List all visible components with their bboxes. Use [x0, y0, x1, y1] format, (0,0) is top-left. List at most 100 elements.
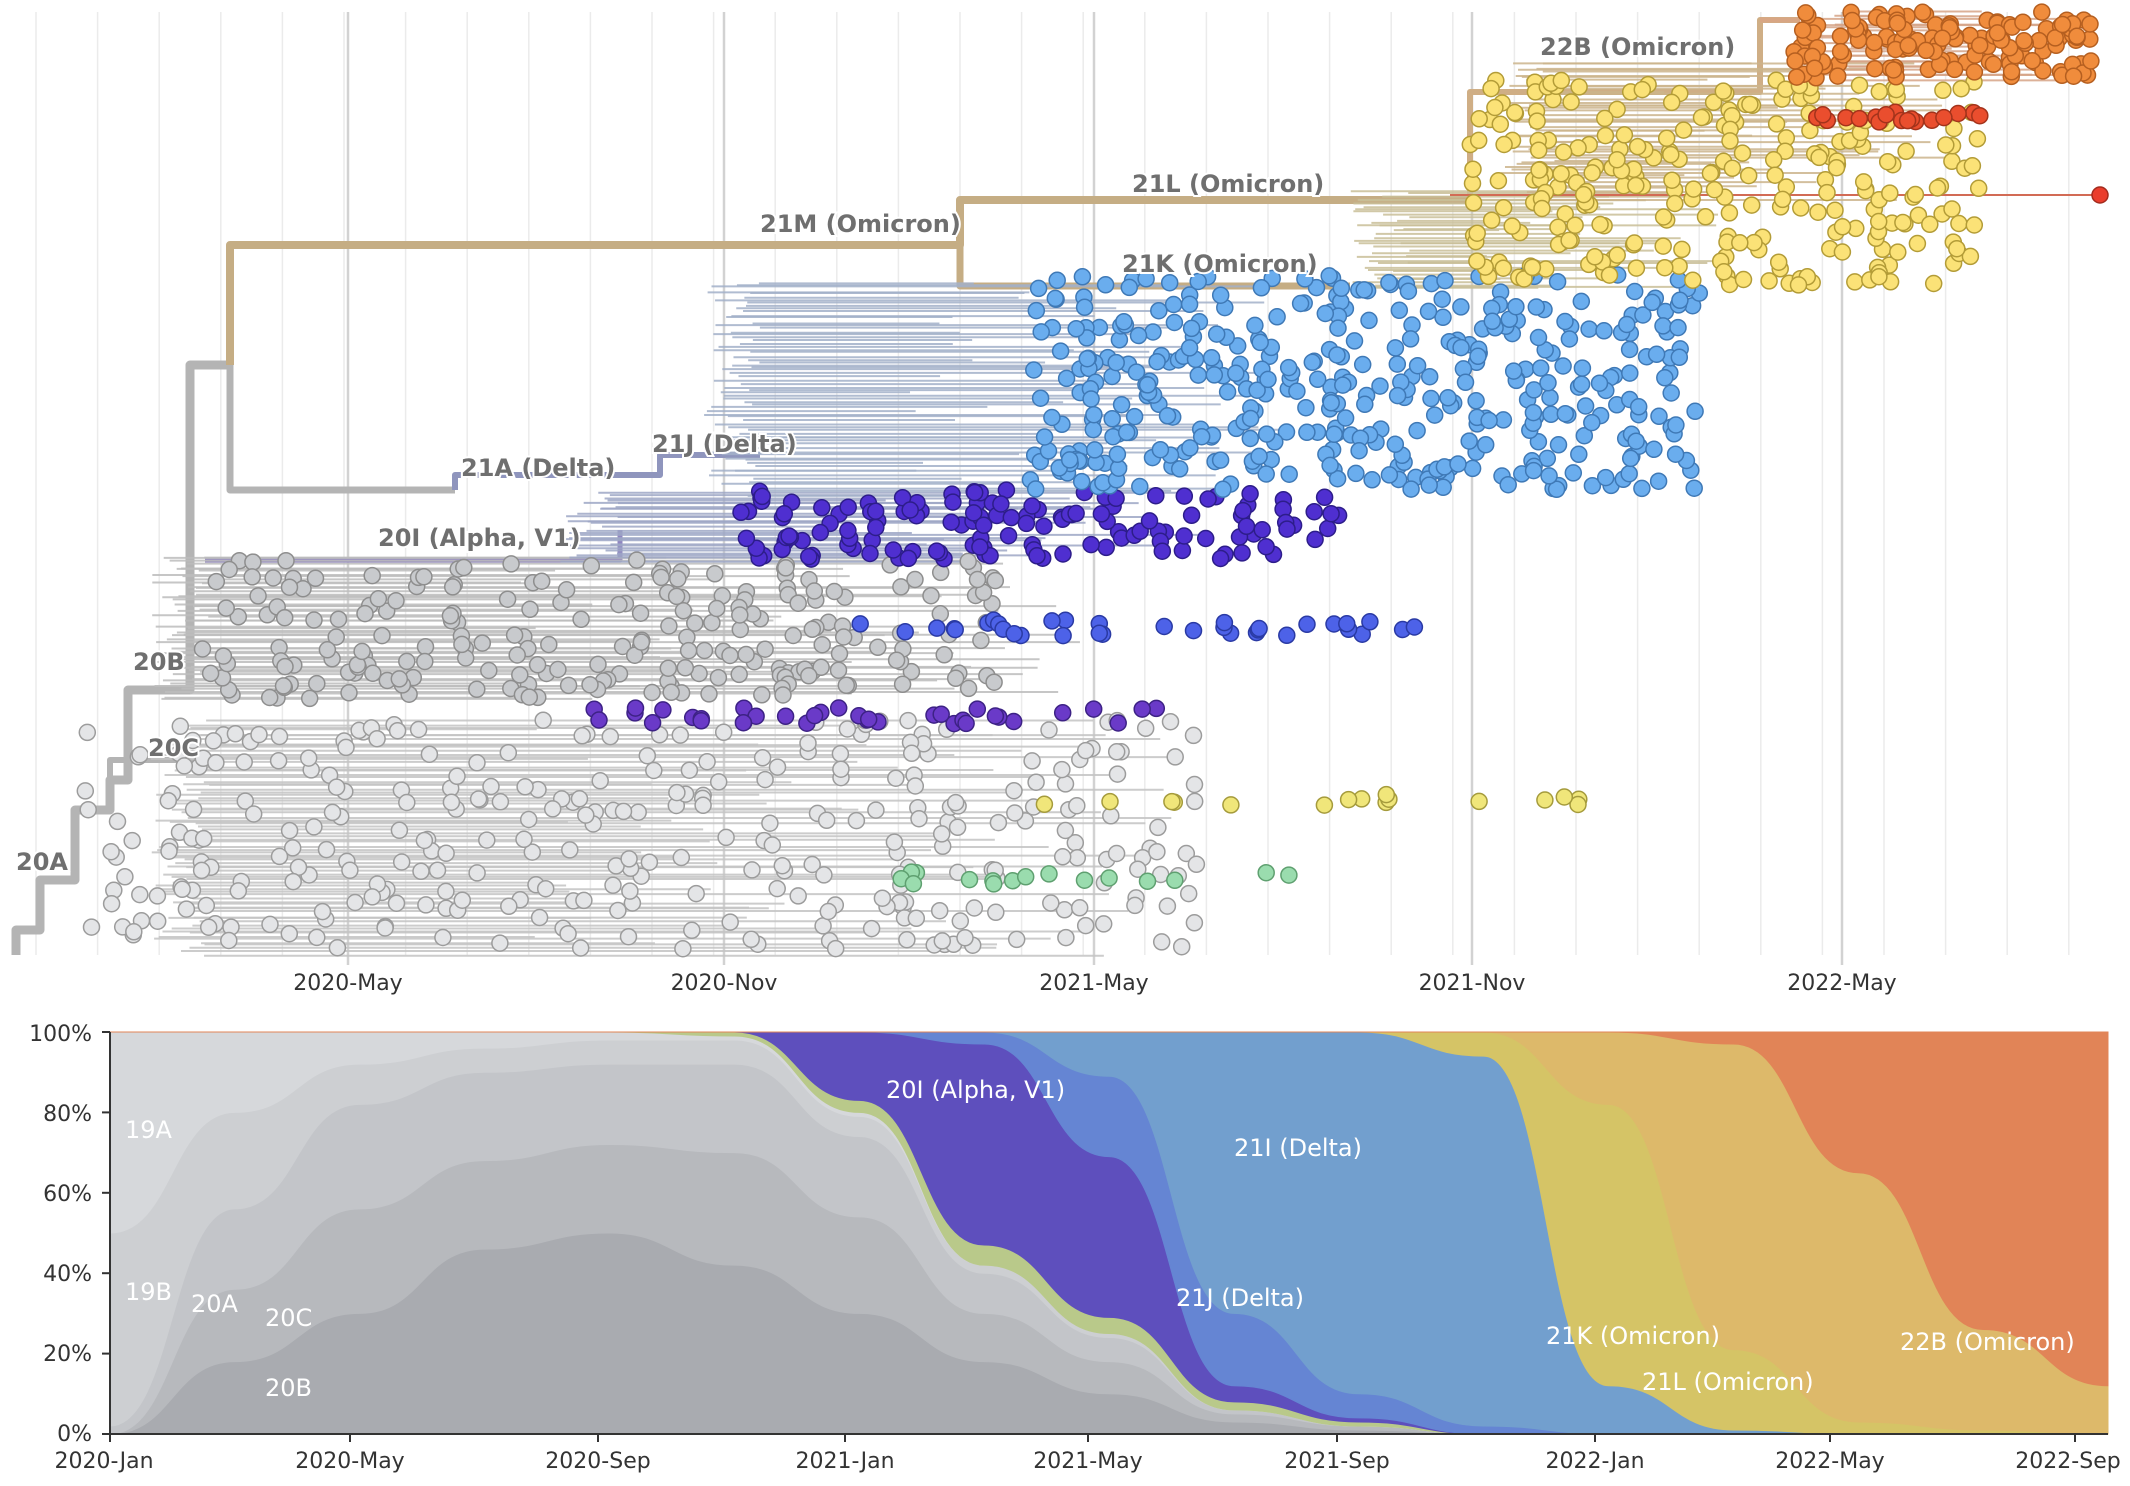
tree-tip-20i-sub2 [590, 711, 608, 729]
tree-tip-20b [275, 608, 294, 627]
tree-tip-20a [269, 752, 288, 770]
frequency-y-ticks: 0% 20% 40% 60% 80% 100% [29, 1022, 92, 1447]
tree-tip-20i [999, 526, 1018, 545]
tree-tip-20b [468, 680, 486, 699]
tree-tip-21j [1296, 270, 1314, 288]
tree-tip-20b [892, 578, 910, 596]
tree-tip-20i-sub2 [957, 714, 975, 733]
tree-tip-20a [799, 734, 817, 752]
tree-tip-21j [1031, 389, 1050, 407]
tree-tip-21j [1504, 362, 1523, 380]
tree-tip-20a [1068, 796, 1086, 815]
tree-tip-21j [1084, 420, 1103, 439]
tree-tip-20a [388, 721, 407, 740]
tree-tip-20a [398, 793, 416, 812]
tree-tip-20i [839, 521, 857, 540]
tree-tip-21j [1401, 330, 1420, 348]
tree-tip-20b [243, 568, 261, 586]
tree-tip-20a [831, 745, 850, 763]
tree-tip-21k-21l [1674, 121, 1693, 139]
tree-tip-20a [280, 924, 299, 943]
tree-tip-20b [789, 594, 807, 612]
tree-tip-21k-21l [1684, 180, 1703, 198]
tree-tip-20a [204, 732, 223, 750]
tree-tip-21j [1336, 409, 1355, 427]
tree-tip-20a [614, 802, 633, 821]
tree-tip-22b [1793, 21, 1812, 39]
tree-tip-20i [1173, 541, 1192, 560]
tree-tip-20a [328, 938, 347, 957]
tree-tip-21j [1180, 339, 1199, 357]
tree-tip-21j [1583, 413, 1601, 432]
tree-tip-20a [363, 888, 382, 906]
tree-tip-20a [674, 939, 692, 958]
tree-tip-21j [1649, 472, 1668, 490]
tree-tip-20a [415, 831, 434, 850]
tree-tip-21j [1035, 428, 1054, 446]
tree-tip-21j [1620, 340, 1639, 359]
tree-tip-21j [1390, 301, 1409, 320]
tree-tip-20b [893, 675, 912, 694]
tree-tip-20b [473, 634, 492, 652]
tree-tip-21j [1499, 475, 1517, 494]
tree-tip-20a [620, 850, 638, 868]
tree-tip-20a [434, 928, 452, 947]
tree-tip-20b [707, 599, 726, 618]
tree-tip-20a [376, 919, 394, 937]
tree-tip-21j [1246, 316, 1264, 335]
tree-tip-20b [264, 569, 282, 587]
tree-tip-21k-21l [1869, 212, 1888, 231]
tree-tip-21k-21l [1870, 82, 1889, 101]
tree-tip-20a [515, 830, 533, 849]
tree-tip-20a [1094, 915, 1113, 933]
tree-tip-20a [1184, 726, 1203, 745]
tree-tip-20a [530, 908, 549, 927]
tree-tip-21j [1148, 352, 1166, 371]
tree-tip-20b [398, 652, 416, 671]
tree-tip-22b [2081, 15, 2099, 33]
tree-tip-20b [387, 592, 405, 610]
tree-tip-20a [619, 927, 638, 946]
tree-tip-20a [638, 746, 657, 765]
tree-tip-21j [1408, 356, 1427, 375]
tree-tip-yellow [1163, 792, 1181, 811]
tree-tip-20b [803, 620, 822, 639]
tree-tip-20b [731, 620, 750, 639]
tree-tip-21j [1629, 398, 1648, 416]
tree-tip-20b [308, 674, 326, 693]
tree-tip-20b [869, 638, 887, 657]
tree-tip-20a [173, 880, 191, 899]
tree-tip-21j [1363, 471, 1381, 489]
tree-tip-21j [1399, 282, 1418, 300]
tree-tip-20a [159, 791, 178, 810]
tree-tip-20b [700, 685, 718, 703]
tree-tip-20b [193, 640, 212, 658]
tree-tip-20a [390, 821, 409, 840]
tree-tip-20b [676, 659, 695, 677]
tree-tip-20i [839, 498, 857, 516]
tree-tip-20a [79, 800, 97, 819]
tree-tip-20b [643, 683, 661, 702]
tree-tip-20a [698, 752, 716, 771]
tree-tip-20a [500, 897, 518, 916]
tree-tip-20a [645, 761, 663, 780]
tree-tip-21j [1291, 294, 1310, 313]
tree-tip-20i-sub [1005, 624, 1023, 643]
tree-tip-22b [1865, 33, 1884, 52]
clade-label-21k: 21K (Omicron) [1122, 250, 1318, 278]
tree-tick-2021-nov: 2021-Nov [1419, 971, 1526, 996]
tree-tip-20i [1035, 517, 1053, 535]
tree-tip-21k-21l [1528, 112, 1546, 130]
tree-tip-22b [1786, 52, 1804, 70]
tree-tip-21k-21l [1470, 110, 1488, 128]
tree-tip-20a [197, 896, 216, 915]
tree-tip-21j [1032, 323, 1050, 341]
tree-tip-20a [1185, 792, 1204, 811]
tree-tip-20a [1006, 804, 1024, 822]
tree-tip-21j [1554, 357, 1572, 375]
tree-tip-21k-21l [1533, 199, 1551, 218]
tree-tip-21k-21l [1909, 206, 1928, 224]
tree-tip-21k-21l [1596, 109, 1614, 128]
tree-tip-20a [482, 777, 500, 796]
tree-tip-20a [76, 782, 95, 800]
